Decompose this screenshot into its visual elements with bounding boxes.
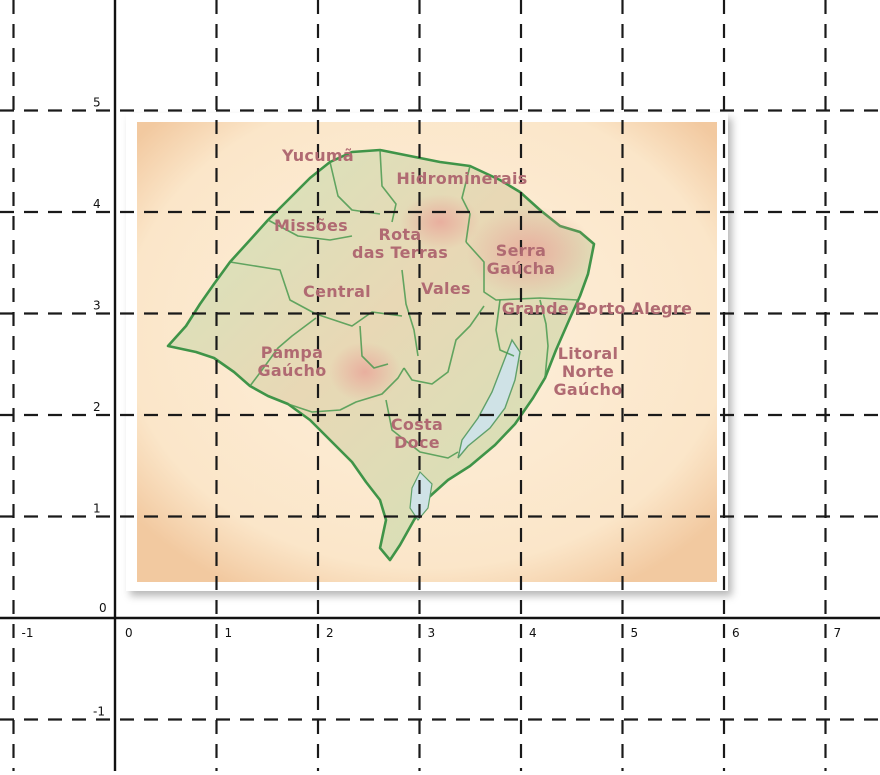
tick-labels: -1 0 1 2 3 4 5 6 7 -1 0 1 2 3 4 5 — [22, 96, 842, 719]
region-border — [287, 367, 405, 413]
x-tick-label: 0 — [125, 626, 133, 640]
y-tick-label: 4 — [93, 197, 101, 211]
lagoa-mirim — [409, 470, 433, 522]
region-border — [267, 219, 353, 241]
y-tick-label: 5 — [93, 96, 101, 110]
region-border — [249, 317, 317, 387]
x-tick-label: 7 — [834, 626, 842, 640]
x-tick-label: 1 — [225, 626, 233, 640]
region-border — [495, 299, 515, 357]
region-label-yucuma: Yucumã — [281, 146, 354, 165]
region-border — [401, 269, 419, 357]
y-tick-label: -1 — [93, 705, 105, 719]
lagoa-dos-patos — [457, 338, 521, 459]
region-border — [359, 325, 389, 369]
region-border — [539, 299, 549, 379]
y-tick-label: 2 — [93, 400, 101, 414]
highlands-shading — [329, 342, 401, 402]
region-label-serra-gaucha: Serra Gaúcha — [487, 241, 556, 278]
region-label-missoes: Missões — [274, 216, 348, 235]
highlands-shading — [400, 194, 480, 250]
rio-grande-do-sul-map — [166, 148, 596, 562]
region-label-costa-doce: Costa Doce — [391, 415, 443, 452]
region-border — [465, 241, 579, 301]
y-tick-label: 3 — [93, 299, 101, 313]
x-tick-label: 5 — [631, 626, 639, 640]
region-label-grande-porto-alegre: Grande Porto Alegre — [502, 299, 693, 318]
x-tick-label: -1 — [22, 626, 34, 640]
highlands-shading — [466, 206, 594, 298]
x-tick-label: 6 — [732, 626, 740, 640]
region-border — [461, 165, 471, 243]
y-tick-label: 1 — [93, 502, 101, 516]
region-label-rota-das-terras: Rota das Terras — [352, 225, 448, 262]
x-tick-label: 2 — [326, 626, 334, 640]
y-tick-label: 0 — [99, 601, 107, 615]
region-labels: Yucumã Hidrominerais Missões Rota das Terras… — [258, 146, 693, 452]
region-label-pampa-gaucho: Pampa Gaúcho — [258, 343, 327, 380]
region-label-central: Central — [303, 282, 371, 301]
region-border — [403, 305, 485, 385]
region-label-litoral-norte-gaucho: Litoral Norte Gaúcho — [554, 344, 623, 399]
x-tick-label: 4 — [529, 626, 537, 640]
x-tick-label: 3 — [428, 626, 436, 640]
region-border — [385, 399, 459, 459]
region-label-hidrominerais: Hidrominerais — [396, 169, 527, 188]
region-label-vales: Vales — [421, 279, 471, 298]
